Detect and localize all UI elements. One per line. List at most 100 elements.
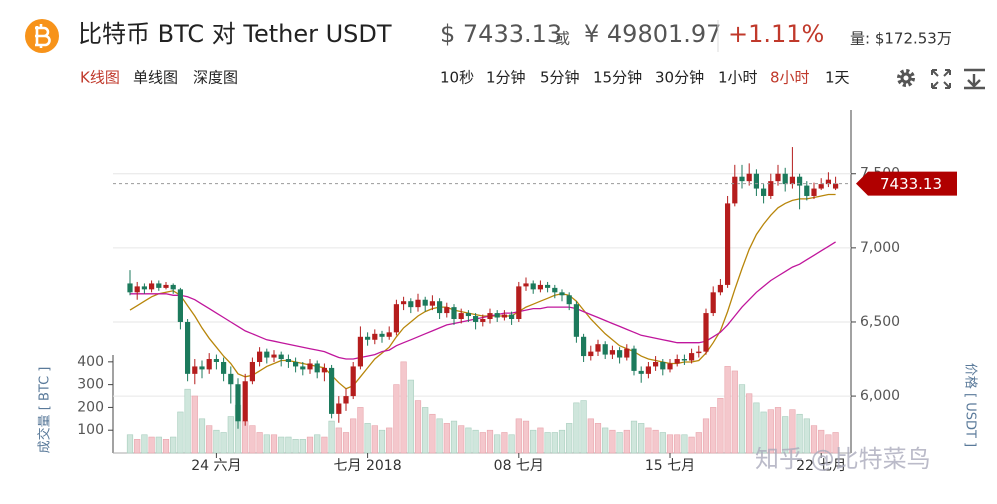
candle-body [192,366,198,374]
candle-body [566,295,572,305]
y2-axis-title: 成交量 [ BTC ] [37,367,53,454]
candle-body [624,348,630,358]
volume-bar [724,366,731,454]
candle-body [789,176,795,185]
interval-tab[interactable]: 15分钟 [593,69,642,87]
candle-body [710,292,716,314]
candle-body [307,363,313,370]
volume-bar [645,427,652,454]
bitcoin-glyph [35,24,51,48]
volume-bar [407,379,414,454]
volume-bar [767,409,774,454]
volume-bar [710,407,717,454]
candle-body [163,284,169,288]
candle-body [293,361,299,367]
volume-bar [299,439,306,454]
candle-body [761,188,767,196]
candle-body [818,184,824,189]
volume-bar [364,423,371,454]
fullscreen-icon[interactable] [931,69,951,89]
candle-body [545,284,551,288]
volume-bar [832,432,839,454]
volume-bar [803,418,810,454]
watermark: 知乎 @比特菜鸟 [755,445,931,473]
volume-bar [429,413,436,454]
last-price-label: 7433.13 [880,175,942,193]
volume-bar [796,413,803,454]
toolbar: K线图 单线图 深度图 10秒 1分钟 5分钟 15分钟 30分钟 1小时 8小时 1天 [80,69,850,87]
candle-body [336,403,342,414]
candle-body [797,176,803,186]
volume-bar [206,425,213,454]
volume-bar [623,429,630,454]
volume-bar [587,418,594,454]
candle-body [653,361,659,367]
volume-bar [170,436,177,454]
volume-bar [580,400,587,454]
settings-icon[interactable] [897,69,915,87]
interval-tab[interactable]: 10秒 [440,69,474,87]
volume-bar [321,436,328,454]
candle-body [552,287,558,293]
volume-bar [717,398,724,454]
candle-body [235,384,241,422]
candle-body [357,336,363,367]
volume-bar [702,418,710,454]
candle-body [156,283,162,288]
volume-bar [443,423,450,454]
usd-price: $ 7433.13 [440,20,562,48]
interval-tab[interactable]: 30分钟 [655,69,704,87]
x-tick-label: 08 七月 [494,458,544,474]
volume-bar [731,370,738,454]
candle-body [775,173,781,182]
volume-bar [285,436,292,454]
volume-24h: 量: $172.53万 [850,30,952,48]
candle-body [199,366,205,370]
candle-body [257,351,263,362]
candle-body [365,336,371,340]
volume-bar [414,400,422,454]
interval-tab[interactable]: 1分钟 [486,69,526,87]
candle-body [660,361,666,370]
volume-bar [220,432,227,454]
volume-bar [530,429,537,454]
volume-bar [350,418,357,454]
volume-bar [681,434,688,454]
interval-tab[interactable]: 8小时 [770,69,810,87]
candle-body [429,301,435,306]
interval-tab[interactable]: 5分钟 [540,69,580,87]
volume-bar [753,402,760,454]
volume-bar [688,436,695,454]
y-tick-label: 6,000 [860,388,900,404]
candle-body [249,361,255,382]
candle-body [321,367,327,373]
x-tick-label: 七月 2018 [334,458,402,474]
interval-tab[interactable]: 1小时 [718,69,758,87]
candle-body [185,321,191,374]
candle-body [588,351,594,357]
volume-bar [616,432,623,454]
candle-body [314,363,320,373]
volume-bar [537,427,544,454]
volume-bar [342,432,350,454]
interval-tab[interactable]: 1天 [825,69,850,87]
volume-bar [782,416,789,454]
or: 或 [555,30,570,48]
y-tick-label: 7,000 [860,240,900,256]
download-icon[interactable] [964,68,985,90]
candle-body [487,313,493,320]
volume-bar [306,436,314,454]
candle-body [386,332,392,337]
volume-bar [141,434,148,454]
candle-body [343,396,349,404]
volume-bar [746,393,753,454]
volume-bar [738,384,746,454]
volume-bar [458,425,465,454]
volume-bar [638,423,645,454]
volume-bar [544,432,551,454]
chart-type-tab[interactable]: 单线图 [133,69,178,87]
candle-body [206,359,212,370]
chart-type-tab[interactable]: K线图 [80,69,120,87]
candle-body [739,176,745,182]
chart-type-tab[interactable]: 深度图 [193,69,238,87]
